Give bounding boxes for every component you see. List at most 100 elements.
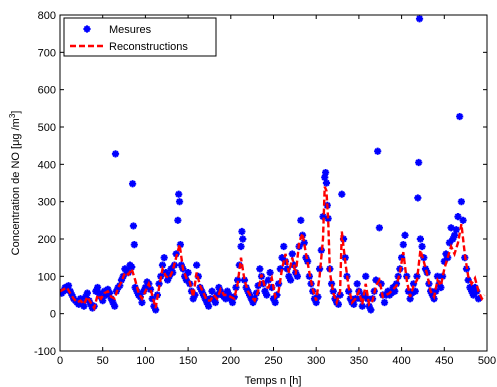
y-tick-label: 200 [38, 234, 56, 246]
data-point-mesures [128, 180, 137, 188]
data-point-mesures [432, 287, 440, 295]
legend-box [63, 17, 217, 57]
data-point-mesures [350, 300, 358, 308]
legend-label-reconstructions: Reconstructions [109, 41, 188, 53]
y-tick-label: 800 [38, 10, 56, 22]
data-point-mesures [384, 287, 392, 295]
x-tick-label: 0 [57, 355, 63, 367]
data-point-mesures [215, 283, 223, 292]
data-point-mesures [300, 239, 308, 247]
data-point-mesures [401, 231, 409, 239]
data-point-mesures [222, 295, 230, 303]
data-point-mesures [237, 242, 245, 251]
plot-area [60, 15, 487, 351]
x-tick-label: 50 [97, 355, 109, 367]
x-tick-label: 150 [179, 355, 197, 367]
data-point-mesures [240, 276, 249, 284]
data-point-mesures [322, 179, 331, 187]
y-tick-label: 600 [38, 85, 56, 97]
data-point-mesures [409, 280, 418, 288]
data-point-mesures [408, 289, 416, 297]
axes: 0 50 100 150 200 250 300 350 400 450 500-100010020… [34, 10, 496, 367]
data-point-mesures [316, 265, 324, 273]
data-point-mesures [440, 257, 448, 265]
data-point-mesures [358, 302, 366, 310]
data-point-mesures [445, 239, 454, 247]
data-point-mesures [334, 300, 343, 308]
data-point-mesures [473, 287, 481, 295]
data-point-mesures [398, 254, 406, 262]
data-point-mesures [223, 287, 231, 295]
x-tick-label: 400 [392, 355, 410, 367]
series-line-reconstructions [60, 186, 486, 312]
legend-marker-mesures [83, 25, 91, 33]
data-point-mesures [264, 276, 272, 284]
data-point-mesures [129, 222, 138, 230]
data-point-mesures [324, 214, 332, 223]
x-tick-label: 450 [435, 355, 453, 367]
data-point-mesures [162, 269, 170, 277]
data-point-mesures [146, 285, 155, 293]
data-point-mesures [437, 283, 445, 292]
data-point-mesures [414, 194, 422, 202]
x-tick-label: 300 [307, 355, 325, 367]
data-point-mesures [374, 147, 382, 155]
data-point-mesures [367, 306, 375, 314]
data-point-mesures [321, 173, 329, 181]
data-point-mesures [457, 198, 465, 206]
data-point-mesures [213, 291, 221, 299]
data-point-mesures [288, 250, 296, 258]
data-point-mesures [389, 283, 397, 292]
data-point-mesures [466, 283, 474, 292]
data-point-mesures [268, 283, 276, 292]
data-point-mesures [456, 112, 464, 121]
data-point-mesures [372, 276, 380, 284]
data-point-mesures [362, 272, 370, 280]
data-point-mesures [438, 272, 447, 280]
data-point-mesures [211, 298, 220, 307]
data-point-mesures [100, 287, 109, 295]
data-point-mesures [109, 298, 117, 307]
data-point-mesures [182, 276, 190, 284]
data-point-mesures [148, 295, 156, 303]
data-point-mesures [452, 226, 460, 234]
data-point-mesures [111, 302, 119, 310]
data-point-mesures [87, 300, 95, 308]
y-axis-title-superscript: 3 [8, 113, 17, 118]
data-point-mesures [111, 150, 120, 158]
data-point-mesures [387, 289, 395, 297]
data-point-mesures [411, 287, 419, 295]
data-point-mesures [266, 269, 274, 277]
y-axis-title: Concentration de NO [μg /m3] [8, 111, 23, 256]
data-point-mesures [321, 168, 330, 177]
y-axis-title-part: ] [10, 111, 22, 114]
data-point-mesures [249, 298, 257, 307]
data-point-mesures [167, 265, 175, 273]
y-tick-label: 700 [38, 47, 56, 59]
data-point-mesures [380, 298, 389, 307]
data-point-mesures [184, 269, 192, 277]
data-point-mesures [421, 265, 430, 273]
data-point-mesures [280, 242, 288, 251]
data-point-mesures [152, 306, 160, 314]
data-point-mesures [338, 190, 346, 198]
data-point-mesures [175, 190, 183, 198]
data-point-mesures [107, 295, 115, 303]
data-point-mesures [297, 216, 305, 224]
data-point-mesures [261, 287, 269, 295]
y-axis-title-part: μ [10, 140, 22, 146]
data-point-mesures [406, 295, 414, 303]
data-point-mesures [353, 280, 361, 288]
data-point-mesures [459, 216, 467, 224]
data-point-mesures [278, 254, 286, 262]
data-point-mesures [399, 241, 407, 249]
data-point-mesures [239, 235, 247, 243]
data-point-mesures [189, 295, 197, 303]
plot-series-group [60, 15, 486, 314]
data-point-mesures [82, 293, 90, 301]
data-point-mesures [203, 298, 211, 307]
data-point-mesures [228, 298, 237, 307]
data-point-mesures [471, 283, 479, 292]
data-point-mesures [227, 295, 235, 303]
data-point-mesures [193, 261, 201, 269]
